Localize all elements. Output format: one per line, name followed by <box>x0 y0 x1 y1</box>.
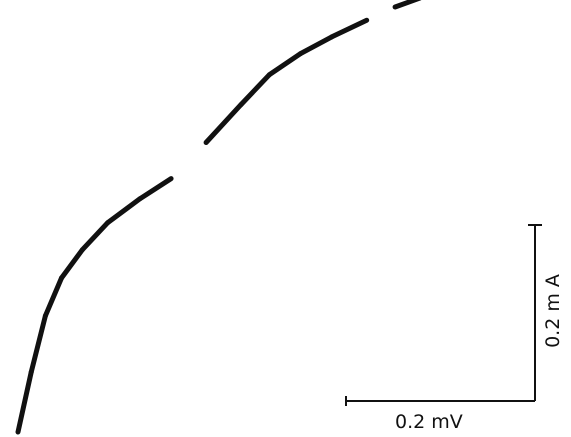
scale-bars: 0.2 mV 0.2 m A <box>345 224 564 433</box>
curve-segment <box>266 51 304 78</box>
curve-segment <box>79 220 111 253</box>
curve-segment <box>15 369 34 435</box>
curve-segment <box>105 196 143 226</box>
curve-segment <box>238 72 272 108</box>
voltage-scale-label: 0.2 mV <box>395 411 463 433</box>
curve-segment <box>28 313 48 375</box>
curve-segment <box>59 247 85 281</box>
current-scale-label: 0.2 m A <box>542 274 564 348</box>
curve-segment <box>298 34 335 57</box>
curve-segment <box>137 176 174 202</box>
curve-segment <box>329 17 370 40</box>
curve-segment <box>203 102 244 145</box>
curve-segment <box>42 275 64 319</box>
iv-curve-trace <box>15 0 422 435</box>
curve-segment <box>392 0 422 10</box>
